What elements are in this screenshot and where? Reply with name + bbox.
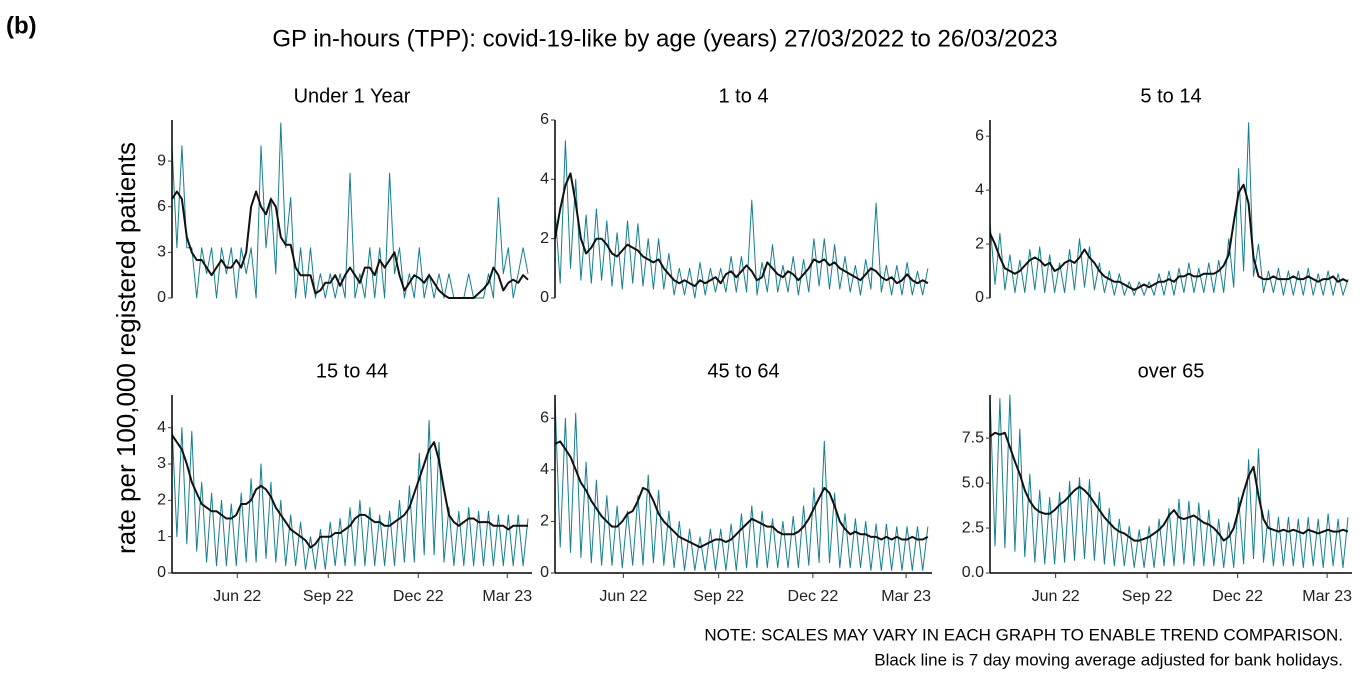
note: Black line is 7 day moving average adjus… xyxy=(874,650,1343,669)
y-axis-label: rate per 100,000 registered patients xyxy=(111,142,141,554)
series-line xyxy=(989,122,1349,296)
panel-title: 1 to 4 xyxy=(718,85,768,107)
x-tick-label: Dec 22 xyxy=(393,588,444,605)
y-tick-label: 3 xyxy=(157,244,166,261)
x-tick-label: Jun 22 xyxy=(1032,588,1080,605)
series-line xyxy=(171,419,529,570)
x-tick-label: Sep 22 xyxy=(303,588,354,605)
x-tick-label: Jun 22 xyxy=(599,588,647,605)
series-line xyxy=(171,190,529,299)
panel-title: 45 to 64 xyxy=(707,360,779,382)
y-tick-label: 2.5 xyxy=(962,519,984,536)
y-tick-label: 6 xyxy=(975,127,984,144)
series-line xyxy=(989,394,1349,569)
panel-label: (b) xyxy=(6,12,37,39)
series-line xyxy=(171,122,529,299)
y-tick-label: 0 xyxy=(540,289,549,306)
y-tick-label: 6 xyxy=(540,409,549,426)
y-tick-label: 4 xyxy=(157,419,166,436)
x-tick-label: Mar 23 xyxy=(881,588,931,605)
y-tick-label: 7.5 xyxy=(962,429,984,446)
y-tick-label: 0 xyxy=(540,564,549,581)
y-tick-label: 0 xyxy=(975,289,984,306)
y-tick-label: 4 xyxy=(540,461,549,478)
series-line xyxy=(554,140,929,299)
series-line xyxy=(554,172,929,288)
x-tick-label: Mar 23 xyxy=(482,588,532,605)
x-tick-label: Mar 23 xyxy=(1302,588,1352,605)
panel-title: over 65 xyxy=(1138,360,1205,382)
panel-title: 5 to 14 xyxy=(1140,85,1201,107)
y-tick-label: 2 xyxy=(975,235,984,252)
y-tick-label: 4 xyxy=(975,181,984,198)
y-tick-label: 0 xyxy=(157,289,166,306)
series-line xyxy=(989,431,1349,542)
y-tick-label: 6 xyxy=(157,198,166,215)
y-tick-label: 0.0 xyxy=(962,564,984,581)
y-tick-label: 9 xyxy=(157,152,166,169)
x-tick-label: Dec 22 xyxy=(1212,588,1263,605)
x-tick-label: Jun 22 xyxy=(213,588,261,605)
y-tick-label: 1 xyxy=(157,528,166,545)
x-tick-label: Sep 22 xyxy=(693,588,744,605)
series-line xyxy=(171,434,528,549)
x-tick-label: Dec 22 xyxy=(788,588,839,605)
y-tick-label: 3 xyxy=(157,455,166,472)
y-tick-label: 2 xyxy=(540,230,549,247)
figure-title: GP in-hours (TPP): covid-19-like by age … xyxy=(272,25,1057,52)
y-tick-label: 5.0 xyxy=(962,474,984,491)
y-tick-label: 4 xyxy=(540,171,549,188)
y-tick-label: 0 xyxy=(157,564,166,581)
y-tick-label: 2 xyxy=(157,492,166,509)
x-tick-label: Sep 22 xyxy=(1122,588,1173,605)
series-line xyxy=(554,397,929,571)
series-line xyxy=(989,183,1349,291)
y-tick-label: 6 xyxy=(540,111,549,128)
panel-title: 15 to 44 xyxy=(316,360,388,382)
panel-title: Under 1 Year xyxy=(294,85,411,107)
series-line xyxy=(554,440,929,549)
note: NOTE: SCALES MAY VARY IN EACH GRAPH TO E… xyxy=(704,625,1343,644)
y-tick-label: 2 xyxy=(540,513,549,530)
